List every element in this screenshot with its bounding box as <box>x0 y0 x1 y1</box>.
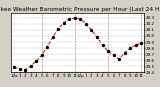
Point <box>35 61 37 62</box>
Point <box>68 18 71 20</box>
Point <box>79 18 82 20</box>
Point <box>123 52 126 54</box>
Point <box>101 44 104 46</box>
Point <box>24 69 26 70</box>
Point <box>46 46 48 48</box>
Point <box>13 67 15 68</box>
Point <box>74 17 76 19</box>
Title: Milwaukee Weather Barometric Pressure per Hour (Last 24 Hours): Milwaukee Weather Barometric Pressure pe… <box>0 7 160 12</box>
Point <box>96 37 98 38</box>
Point <box>51 37 54 38</box>
Point <box>29 66 32 67</box>
Point <box>85 23 87 25</box>
Point <box>134 44 137 46</box>
Point <box>40 55 43 56</box>
Point <box>107 50 109 52</box>
Point <box>63 22 65 23</box>
Point <box>140 43 143 44</box>
Point <box>57 28 60 29</box>
Point <box>129 47 132 49</box>
Point <box>90 29 93 31</box>
Point <box>112 55 115 56</box>
Point <box>18 68 21 69</box>
Point <box>118 58 120 60</box>
